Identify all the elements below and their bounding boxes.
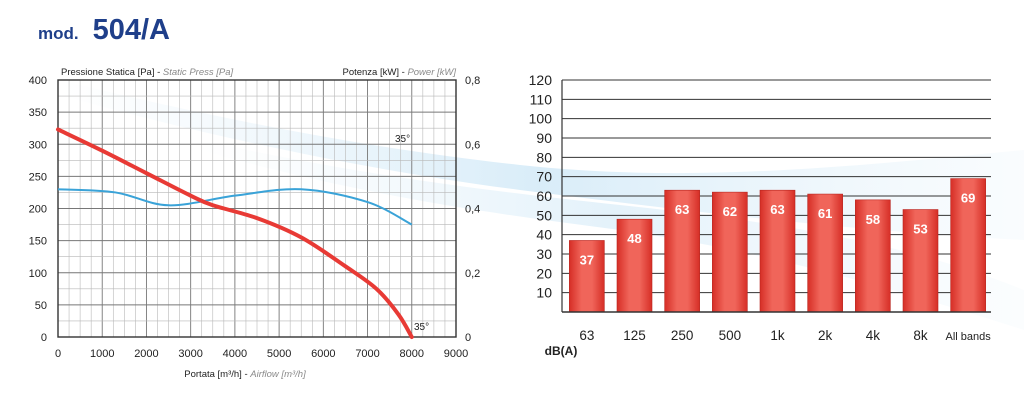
bar-value-label: 37 <box>580 252 594 267</box>
bar-value-label: 62 <box>723 204 737 219</box>
x-tick-label: 5000 <box>267 348 291 360</box>
x-tick-label: 8000 <box>400 348 424 360</box>
bar <box>759 189 796 313</box>
bar-y-tick-label: 40 <box>536 227 552 243</box>
y2-axis-header: Potenza [kW] - Power [kW] <box>342 67 456 78</box>
bar-category-label: 1k <box>770 328 785 343</box>
performance-chart: Pressione Statica [Pa] - Static Press [P… <box>29 67 481 380</box>
y2-tick-label: 0,8 <box>465 75 480 87</box>
y-tick-label: 250 <box>29 171 47 183</box>
bar <box>855 199 891 313</box>
pressure-curve-label: 35° <box>414 322 429 333</box>
bar <box>807 193 843 313</box>
y2-tick-label: 0,6 <box>465 139 480 151</box>
power-curve <box>57 188 413 226</box>
x-tick-label: 3000 <box>178 348 202 360</box>
bar-value-label: 53 <box>913 222 927 237</box>
bar-category-label: 4k <box>866 328 881 343</box>
bar-y-tick-label: 80 <box>536 149 552 165</box>
bar-y-tick-label: 90 <box>536 130 552 146</box>
performance-plot-frame <box>57 79 457 338</box>
x-tick-label: 4000 <box>223 348 247 360</box>
performance-grid <box>58 80 456 337</box>
y-tick-label: 200 <box>29 204 47 216</box>
y-tick-label: 50 <box>35 300 47 312</box>
bar-value-label: 61 <box>818 206 832 221</box>
bar <box>902 209 939 313</box>
sound-level-chart: 37 48 63 62 63 61 58 53 69 10 20 30 40 50 60 70 80 90 100… <box>529 72 992 358</box>
bar-y-tick-label: 70 <box>536 169 552 185</box>
chart-title: mod. 504/A <box>38 14 170 47</box>
y-tick-label: 400 <box>29 75 47 87</box>
y-tick-label: 150 <box>29 236 47 248</box>
y-tick-label: 0 <box>41 332 47 344</box>
x-tick-label: 2000 <box>134 348 158 360</box>
title-prefix: mod. <box>38 24 79 43</box>
bar-y-tick-label: 30 <box>536 246 552 262</box>
bar-y-tick-label: 120 <box>529 72 553 88</box>
y-tick-label: 100 <box>29 268 47 280</box>
y2-tick-label: 0 <box>465 332 471 344</box>
x-tick-label: 7000 <box>355 348 379 360</box>
bar-y-tick-label: 100 <box>529 111 553 127</box>
x-tick-label: 6000 <box>311 348 335 360</box>
bar-value-label: 63 <box>675 202 689 217</box>
x-axis-label: Portata [m³/h] - Airflow [m³/h] <box>184 369 306 380</box>
bar <box>569 240 605 313</box>
bar-y-tick-label: 20 <box>536 265 552 281</box>
bar-value-label: 63 <box>770 202 784 217</box>
bar-value-label: 58 <box>866 212 880 227</box>
y2-tick-label: 0,2 <box>465 268 480 280</box>
bar-category-label: 8k <box>913 328 928 343</box>
bar-category-label: 125 <box>623 328 646 343</box>
x-tick-label: 0 <box>55 348 61 360</box>
x-tick-label: 9000 <box>444 348 468 360</box>
bar-category-label: 250 <box>671 328 694 343</box>
bar-category-label: 63 <box>579 328 594 343</box>
bar-y-tick-label: 110 <box>530 91 553 107</box>
power-curve-label: 35° <box>395 134 410 145</box>
bar-value-label: 48 <box>627 231 641 246</box>
bar-category-label: 500 <box>719 328 742 343</box>
bar <box>950 178 986 313</box>
bar-y-tick-label: 10 <box>536 285 552 301</box>
bar-y-tick-label: 60 <box>536 188 552 204</box>
y-tick-label: 300 <box>29 139 47 151</box>
bar-category-label: All bands <box>946 331 992 343</box>
model-number: 504/A <box>92 14 170 46</box>
bar-category-label: 2k <box>818 328 833 343</box>
y2-tick-label: 0,4 <box>465 204 480 216</box>
y-tick-label: 350 <box>29 107 47 119</box>
bar-y-tick-label: 50 <box>536 207 552 223</box>
x-tick-label: 1000 <box>90 348 114 360</box>
pressure-curve <box>56 127 414 339</box>
bar-value-label: 69 <box>961 191 975 206</box>
sound-level-x-label: dB(A) <box>545 344 578 358</box>
y-axis-header: Pressione Statica [Pa] - Static Press [P… <box>61 67 234 78</box>
bar <box>664 189 700 313</box>
bar <box>616 218 653 313</box>
